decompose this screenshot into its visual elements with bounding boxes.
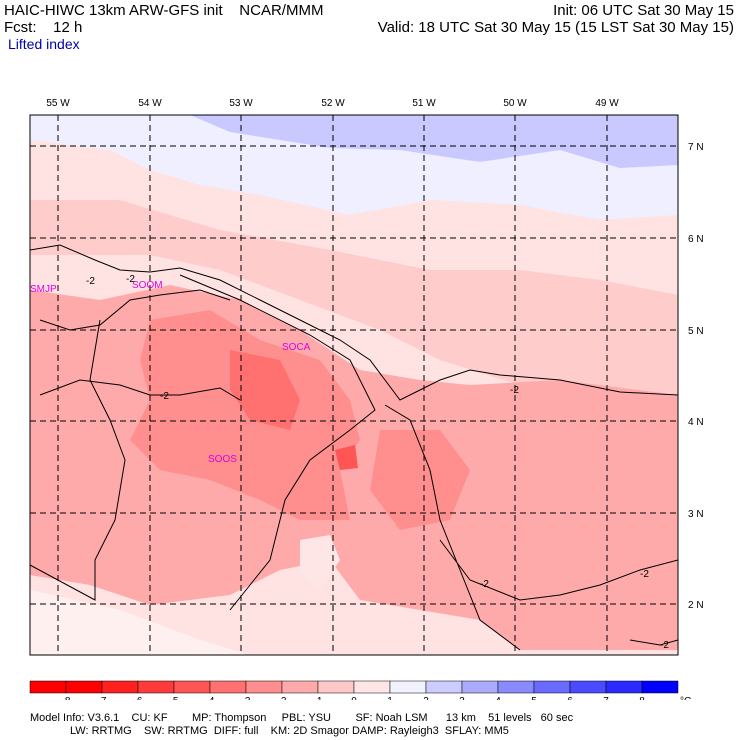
lon-label: 52 W: [321, 98, 345, 109]
colorbar-tick-label: -1: [314, 696, 323, 700]
colorbar-swatch: [245, 680, 283, 694]
lat-label: 2 N: [688, 600, 704, 611]
colorbar-tick-label: 3: [459, 696, 465, 700]
lon-label: 51 W: [412, 98, 436, 109]
colorbar-tick-label: 6: [567, 696, 573, 700]
lat-label: 6 N: [688, 234, 704, 245]
colorbar-swatch: [137, 680, 175, 694]
lon-label: 50 W: [503, 98, 527, 109]
colorbar-tick-label: 0: [351, 696, 357, 700]
colorbar-swatch: [641, 680, 679, 694]
lat-label: 3 N: [688, 509, 704, 520]
colorbar-swatch: [461, 680, 499, 694]
init-time: Init: 06 UTC Sat 30 May 15: [553, 2, 734, 19]
colorbar-swatch: [533, 680, 571, 694]
colorbar-tick-label: 8: [639, 696, 645, 700]
lon-label: 53 W: [229, 98, 253, 109]
station-label: SMJP: [30, 284, 57, 295]
contour-label: -2: [640, 569, 649, 580]
colorbar-tick-label: -3: [242, 696, 251, 700]
lat-label: 7 N: [688, 142, 704, 153]
colorbar-swatch: [281, 680, 319, 694]
colorbar-swatch: [569, 680, 607, 694]
contour-label: -2: [86, 276, 95, 287]
lon-label: 55 W: [46, 98, 70, 109]
map-frame: [29, 114, 679, 656]
field-name: Lifted index: [8, 36, 80, 52]
colorbar-swatch: [605, 680, 643, 694]
colorbar-swatch: [497, 680, 535, 694]
colorbar-tick-label: -6: [134, 696, 143, 700]
contour-label: -2: [480, 579, 489, 590]
valid-time: Valid: 18 UTC Sat 30 May 15 (15 LST Sat …: [377, 19, 734, 36]
colorbar: -8 -7 -6 -5 -4 -3 -2 -1 0 1 2 3 4 5 6 7 8 °C: [29, 680, 691, 700]
contour-label: -2: [126, 274, 135, 285]
colorbar-tick-label: 4: [495, 696, 501, 700]
lat-label: 5 N: [688, 326, 704, 337]
colorbar-tick-label: 5: [531, 696, 537, 700]
colorbar-swatch: [101, 680, 139, 694]
station-label: SOCA: [282, 342, 311, 353]
contour-label: -2: [660, 640, 669, 651]
lon-label: 54 W: [138, 98, 162, 109]
colorbar-swatch: [317, 680, 355, 694]
model-info-line1: Model Info: V3.6.1 CU: KF MP: Thompson P…: [30, 712, 574, 724]
graticule: [30, 115, 678, 655]
colorbar-swatch: [29, 680, 67, 694]
colorbar-swatch: [353, 680, 391, 694]
colorbar-tick-label: 2: [423, 696, 429, 700]
colorbar-swatch: [389, 680, 427, 694]
colorbar-tick-label: -5: [170, 696, 179, 700]
colorbar-tick-label: -8: [62, 696, 71, 700]
colorbar-tick-label: 7: [603, 696, 609, 700]
lifted-index-map: 55 W 54 W 53 W 52 W 51 W 50 W 49 W 7 N 6…: [29, 98, 704, 700]
colorbar-swatch: [65, 680, 103, 694]
shaded-field: [30, 115, 678, 655]
forecast-hour: Fcst: 12 h: [4, 19, 83, 36]
lat-label: 4 N: [688, 417, 704, 428]
header-title: HAIC-HIWC 13km ARW-GFS init NCAR/MMM: [4, 2, 324, 19]
coastlines: [30, 274, 521, 651]
colorbar-tick-label: 1: [387, 696, 393, 700]
contour-label: -2: [160, 391, 169, 402]
model-info-line2: LW: RRTMG SW: RRTMG DIFF: full KM: 2D Sm…: [70, 725, 509, 737]
colorbar-swatch: [425, 680, 463, 694]
colorbar-swatch: [173, 680, 211, 694]
station-label: SOOM: [132, 280, 163, 291]
colorbar-tick-label: -2: [278, 696, 287, 700]
contour-label: -2: [510, 385, 519, 396]
station-label: SOOS: [208, 454, 237, 465]
colorbar-swatch: [209, 680, 247, 694]
colorbar-unit: °C: [680, 696, 691, 700]
colorbar-tick-label: -7: [98, 696, 107, 700]
colorbar-tick-label: -4: [206, 696, 215, 700]
lon-label: 49 W: [595, 98, 619, 109]
